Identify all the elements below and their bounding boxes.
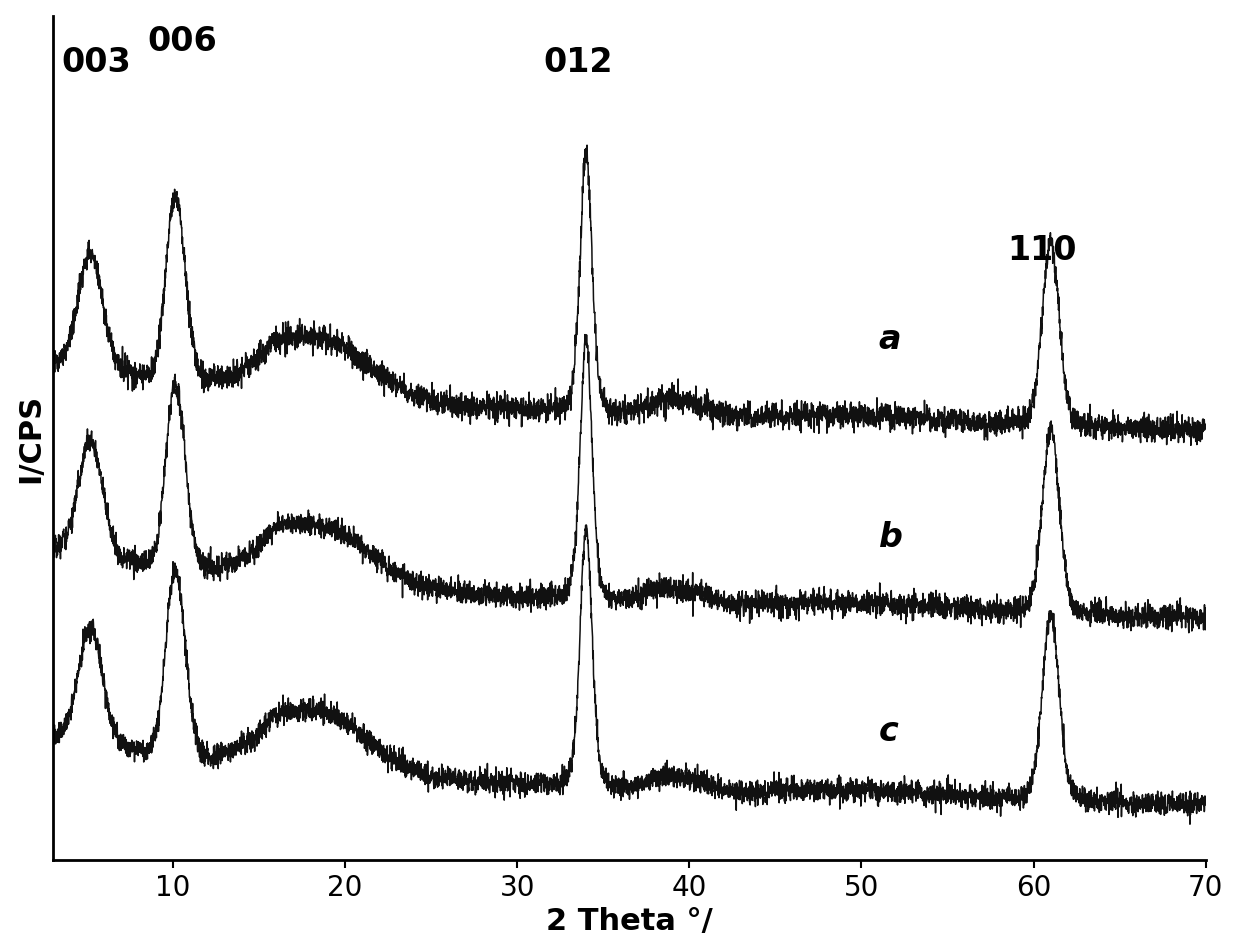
X-axis label: 2 Theta °/: 2 Theta °/	[546, 906, 713, 936]
Text: a: a	[879, 323, 901, 356]
Text: 003: 003	[61, 46, 131, 79]
Text: 012: 012	[543, 46, 613, 79]
Text: 110: 110	[1008, 233, 1078, 267]
Y-axis label: I/CPS: I/CPS	[16, 393, 46, 483]
Text: 006: 006	[148, 26, 217, 58]
Text: b: b	[879, 521, 903, 553]
Text: c: c	[879, 714, 899, 747]
